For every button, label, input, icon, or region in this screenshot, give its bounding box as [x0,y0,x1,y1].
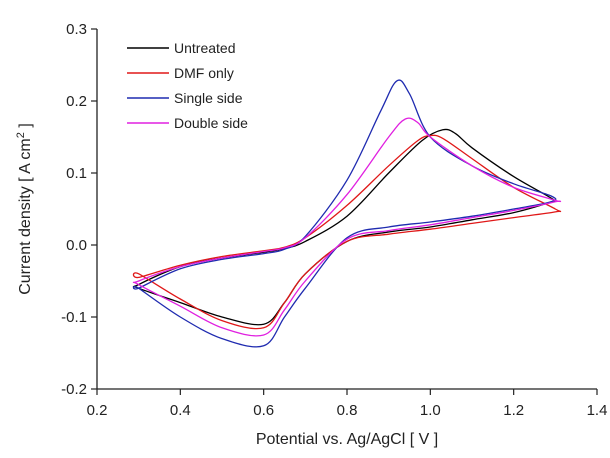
axis-ticks: 0.2 0.4 0.6 0.8 1.0 1.2 1.4 -0.2 -0.1 0.0 0.1 0.2 0.… [61,21,607,419]
y-tick-label: 0.0 [66,237,87,254]
y-tick-label: 0.3 [66,21,87,38]
legend: Untreated DMF only Single side Double si… [127,40,248,131]
y-tick-label: 0.2 [66,93,87,110]
series-line-dmf-only [132,134,562,330]
legend-label-single-side: Single side [174,90,243,106]
y-axis-title-superscript: 2 [15,132,27,138]
legend-label-double-side: Double side [174,115,248,131]
x-tick-label: 1.0 [420,402,441,419]
legend-label-dmf-only: DMF only [174,65,234,81]
x-tick-label: 1.2 [503,402,524,419]
y-tick-label: 0.1 [66,165,87,182]
plot-curves [132,79,562,348]
x-tick-label: 0.4 [170,402,191,419]
y-axis-title: Current density [ A cm2 ] [15,123,34,295]
series-line-double-side [132,117,562,337]
x-tick-label: 1.4 [587,402,608,419]
x-tick-label: 0.8 [337,402,358,419]
y-axis-title-main: Current density [ A cm [17,138,34,295]
y-tick-label: -0.1 [61,309,87,326]
series-line-single-side [132,79,557,348]
x-tick-label: 0.2 [87,402,108,419]
y-axis-title-end: ] [17,123,34,132]
x-axis-title: Potential vs. Ag/AgCl [ V ] [256,431,438,448]
x-tick-label: 0.6 [253,402,274,419]
legend-label-untreated: Untreated [174,40,235,56]
y-tick-label: -0.2 [61,381,87,398]
